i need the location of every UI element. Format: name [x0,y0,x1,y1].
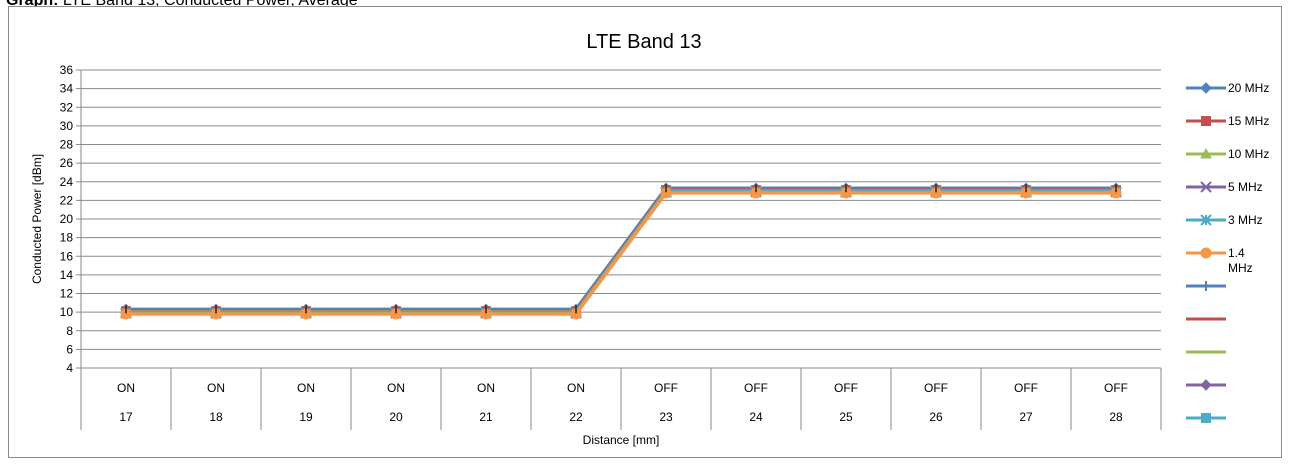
legend-marker [1200,147,1212,159]
point-ticks [125,184,1117,314]
y-tick-label: 30 [60,119,74,133]
x-category-state: OFF [654,381,678,395]
chart-frame: LTE Band 13 4 6 8 10 12 14 16 18 20 22 24 26 28 30 32 3… [8,6,1282,458]
series-lines [120,182,1122,320]
x-category-distance: 23 [659,410,673,424]
legend-label: 20 MHz [1228,81,1269,95]
legend-label: 10 MHz [1228,147,1269,161]
legend-entry: 10 MHz [1186,147,1269,161]
legend-marker [1200,247,1212,259]
series-line [126,191,1116,316]
axes [80,70,1162,430]
x-category-state: OFF [924,381,948,395]
y-tick-label: 18 [60,231,74,245]
x-category-distance: 21 [479,410,493,424]
y-tick-label: 24 [60,175,74,189]
x-category-state: OFF [834,381,858,395]
legend-label: 1.4 [1228,246,1245,260]
x-category-state: ON [477,381,495,395]
caption-rest: LTE Band 13, Conducted Power, Average [62,0,358,9]
y-tick-label: 16 [60,249,74,263]
x-category-distance: 19 [299,410,313,424]
x-category-distance: 25 [839,410,853,424]
legend-marker [1200,214,1212,226]
x-category-state: ON [297,381,315,395]
legend-marker [1200,82,1212,94]
legend-marker [1200,181,1212,193]
legend-entry [1186,281,1226,291]
legend-entry [1186,413,1226,423]
x-category-distance: 24 [749,410,763,424]
legend-marker [1200,379,1212,391]
legend-entry [1186,379,1226,391]
x-category-state: OFF [1104,381,1128,395]
y-tick-label: 22 [60,193,74,207]
y-tick-label: 14 [60,268,74,282]
y-tick-label: 26 [60,156,74,170]
gridlines [76,69,1161,369]
y-tick-label: 36 [60,63,74,77]
x-category-state: ON [567,381,585,395]
series-1-4-mhz [120,187,1122,320]
y-tick-label: 8 [66,324,73,338]
x-category-state: OFF [1014,381,1038,395]
caption-bold: Graph: [6,0,59,9]
caption-fragment: Graph: LTE Band 13, Conducted Power, Ave… [6,0,358,10]
legend-entry: 15 MHz [1186,114,1269,128]
chart-title: LTE Band 13 [586,31,701,53]
chart-svg: LTE Band 13 4 6 8 10 12 14 16 18 20 22 24 26 28 30 32 3… [30,31,1269,447]
legend-label: 5 MHz [1228,180,1263,194]
y-tick-label: 6 [66,342,73,356]
x-category-distance: 18 [209,410,223,424]
legend-entry: 3 MHz [1186,213,1263,227]
legend-label: 15 MHz [1228,114,1269,128]
legend-marker [1201,281,1211,291]
legend-label-continued: MHz [1228,261,1253,275]
x-category-distance: 26 [929,410,943,424]
x-category-distance: 28 [1109,410,1123,424]
x-category-distance: 22 [569,410,583,424]
x-category-distance: 20 [389,410,403,424]
x-category-labels: ON 17 ON 18 ON 19 ON 20 ON 21 ON 22 OFF 23 OFF 24 OFF 25 O… [117,381,1128,424]
legend-entry: 20 MHz [1186,81,1269,95]
y-tick-label: 12 [60,287,74,301]
y-tick-label: 20 [60,212,74,226]
x-category-state: ON [387,381,405,395]
x-category-state: ON [117,381,135,395]
x-category-state: ON [207,381,225,395]
y-tick-label: 10 [60,305,74,319]
x-category-state: OFF [744,381,768,395]
y-tick-label: 28 [60,138,74,152]
legend-marker [1201,413,1211,423]
x-axis-label: Distance [mm] [583,433,660,447]
legend-label: 3 MHz [1228,213,1263,227]
y-tick-label: 34 [60,82,74,96]
legend-marker [1201,116,1211,126]
y-tick-label: 32 [60,100,74,114]
x-category-distance: 27 [1019,410,1033,424]
y-axis-label: Conducted Power [dBm] [30,154,44,284]
y-tick-label: 4 [66,361,73,375]
y-tick-labels: 4 6 8 10 12 14 16 18 20 22 24 26 28 30 32 34 36 [60,63,74,375]
legend-entry: 5 MHz [1186,180,1263,194]
x-category-distance: 17 [119,410,133,424]
